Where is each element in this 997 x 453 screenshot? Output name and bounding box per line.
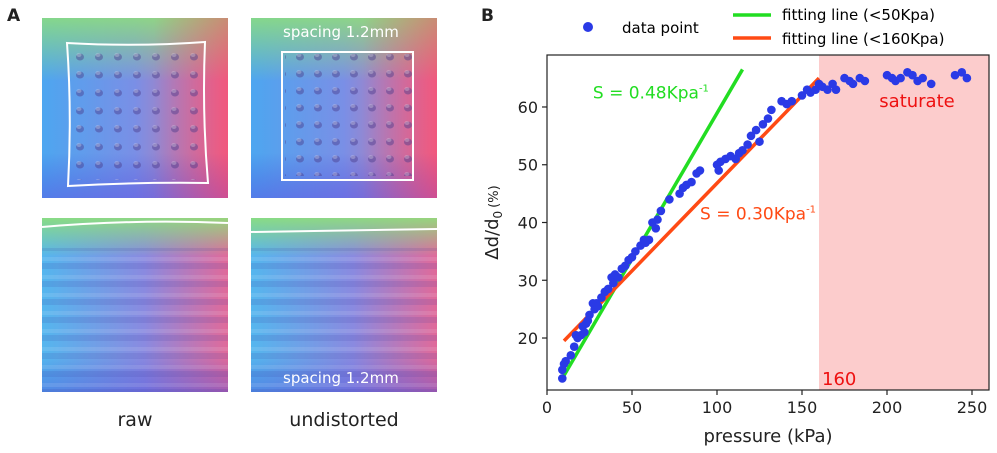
x-tick-label: 100 <box>702 398 733 417</box>
saturation-threshold-label: 160 <box>822 369 856 390</box>
undistorted-marker-image <box>251 18 437 198</box>
spacing-label-top: spacing 1.2mm <box>283 23 399 41</box>
data-point <box>580 327 589 337</box>
legend: data point fitting line (<50Kpa) fitting… <box>583 6 944 48</box>
caption-undistorted: undistorted <box>289 409 399 431</box>
data-point <box>714 166 723 175</box>
saturation-region <box>819 55 989 390</box>
raw-marker-image <box>42 18 228 198</box>
data-point <box>746 131 756 141</box>
data-point <box>763 114 773 123</box>
data-point <box>558 374 567 383</box>
legend-marker-data-point <box>583 22 593 32</box>
data-point <box>823 85 832 94</box>
data-point <box>561 356 570 366</box>
legend-label-data-point: data point <box>622 19 699 37</box>
data-point <box>797 91 807 100</box>
spacing-label-bottom: spacing 1.2mm <box>283 369 399 387</box>
data-point <box>758 120 768 129</box>
data-point <box>926 79 936 89</box>
data-points <box>558 68 972 383</box>
y-tick-label: 20 <box>518 329 538 348</box>
x-tick-label: 0 <box>542 398 552 417</box>
data-point <box>751 125 761 135</box>
y-tick-label: 50 <box>518 156 538 175</box>
y-axis-label-sub: 0 <box>491 211 505 219</box>
raw-line-image <box>42 218 228 392</box>
data-point <box>656 206 666 216</box>
data-point <box>631 247 640 256</box>
data-point <box>695 166 705 175</box>
y-tick-label: 40 <box>518 214 538 233</box>
raw-line-image-graphic <box>42 218 228 392</box>
data-point <box>603 284 613 294</box>
data-point <box>593 301 603 311</box>
y-axis-label-unit: (%) <box>487 185 502 208</box>
undistorted-line-image <box>251 218 437 392</box>
y-axis-ticks: 20 30 40 50 60 <box>518 98 547 348</box>
data-point <box>738 146 747 155</box>
fit-green-slope-sup: -1 <box>699 83 709 94</box>
data-point <box>569 342 579 351</box>
data-point <box>767 105 776 115</box>
data-point <box>665 195 674 204</box>
x-tick-label: 250 <box>957 398 988 417</box>
y-axis-label-main: Δd/d <box>482 218 503 259</box>
data-point <box>787 96 797 106</box>
data-point <box>687 177 696 187</box>
data-point <box>957 68 967 77</box>
data-point <box>644 235 654 245</box>
data-point <box>860 76 870 86</box>
data-point <box>755 137 764 146</box>
raw-marker-image-graphic <box>42 18 228 198</box>
data-point <box>896 73 905 83</box>
data-point <box>908 70 917 80</box>
panel-a-letter: A <box>7 6 21 26</box>
fit-green-slope-text: S = 0.48Kpa <box>593 83 699 103</box>
undistorted-marker-image-graphic <box>251 18 437 198</box>
data-point <box>609 278 618 288</box>
legend-label-under-50kpa: fitting line (<50Kpa) <box>782 6 935 24</box>
data-point <box>743 140 752 149</box>
data-point <box>585 310 594 320</box>
x-tick-label: 200 <box>872 398 903 417</box>
data-point <box>831 85 841 94</box>
y-tick-label: 60 <box>518 98 538 117</box>
data-point <box>950 70 960 80</box>
fit-green-slope-label: S = 0.48Kpa-1 <box>593 83 709 103</box>
x-axis-label: pressure (kPa) <box>703 426 832 447</box>
panel-b-letter: B <box>481 6 494 26</box>
data-point <box>566 351 576 360</box>
y-tick-label: 30 <box>518 271 538 290</box>
data-point <box>614 273 623 282</box>
data-point <box>848 79 858 89</box>
caption-raw: raw <box>117 409 153 431</box>
y-axis-label: Δd/d0 (%) <box>482 185 505 259</box>
data-point <box>918 73 927 83</box>
legend-label-under-160kpa: fitting line (<160Kpa) <box>782 30 944 48</box>
saturation-label: saturate <box>879 91 954 112</box>
data-point <box>962 73 972 83</box>
data-point <box>653 215 662 224</box>
fit-red-slope-text: S = 0.30Kpa <box>700 205 806 225</box>
x-tick-label: 50 <box>622 398 642 417</box>
fit-red-slope-label: S = 0.30Kpa-1 <box>700 205 816 225</box>
fit-line-under-160kpa <box>562 76 821 343</box>
x-axis-ticks: 0 50 100 150 200 250 <box>542 390 987 417</box>
x-tick-label: 150 <box>787 398 818 417</box>
fit-red-slope-sup: -1 <box>806 205 816 216</box>
data-point <box>651 223 661 233</box>
undistorted-line-image-graphic <box>251 218 437 392</box>
